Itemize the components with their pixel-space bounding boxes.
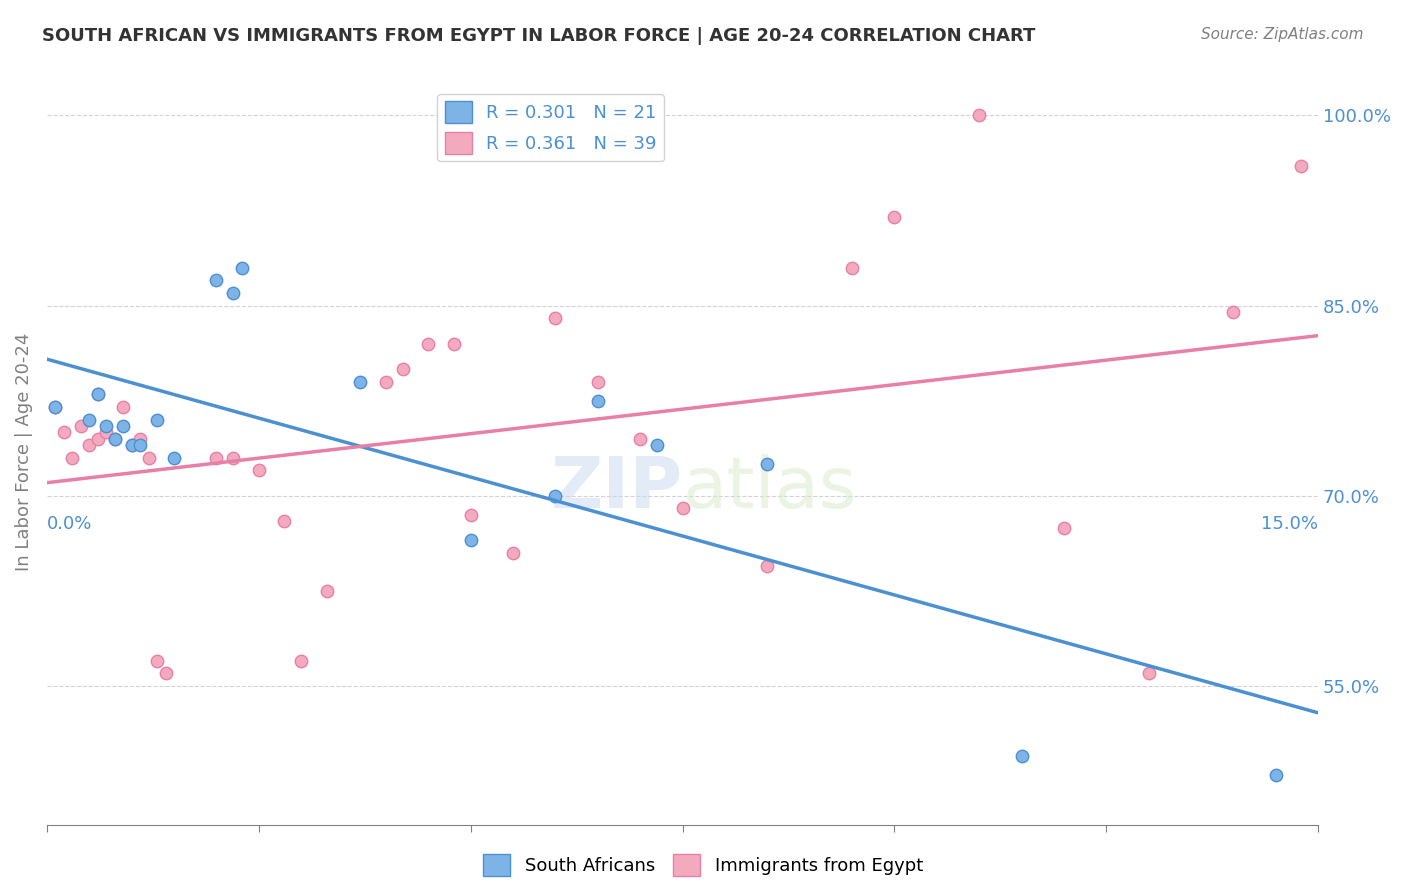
Point <box>460 533 482 548</box>
Point <box>44 400 66 414</box>
Point <box>645 438 668 452</box>
Point <box>77 438 100 452</box>
Point <box>205 450 228 465</box>
Point <box>883 210 905 224</box>
Point <box>418 336 440 351</box>
Point <box>129 432 152 446</box>
Point <box>544 311 567 326</box>
Point <box>69 419 91 434</box>
Point <box>146 654 169 668</box>
Point <box>96 419 118 434</box>
Point <box>1289 159 1312 173</box>
Point <box>374 375 396 389</box>
Point <box>87 387 110 401</box>
Legend: South Africans, Immigrants from Egypt: South Africans, Immigrants from Egypt <box>477 847 929 883</box>
Point <box>460 508 482 522</box>
Point <box>222 285 245 300</box>
Point <box>129 438 152 452</box>
Point <box>967 108 990 122</box>
Point <box>146 413 169 427</box>
Point <box>52 425 75 440</box>
Legend: R = 0.301   N = 21, R = 0.361   N = 39: R = 0.301 N = 21, R = 0.361 N = 39 <box>437 94 664 161</box>
Point <box>290 654 312 668</box>
Point <box>1222 305 1244 319</box>
Point <box>138 450 160 465</box>
Text: atlas: atlas <box>682 454 856 524</box>
Point <box>121 438 143 452</box>
Point <box>756 558 779 573</box>
Text: 15.0%: 15.0% <box>1261 515 1319 533</box>
Point <box>502 546 524 560</box>
Point <box>671 501 693 516</box>
Point <box>1137 666 1160 681</box>
Point <box>163 450 186 465</box>
Point <box>77 413 100 427</box>
Text: SOUTH AFRICAN VS IMMIGRANTS FROM EGYPT IN LABOR FORCE | AGE 20-24 CORRELATION CH: SOUTH AFRICAN VS IMMIGRANTS FROM EGYPT I… <box>42 27 1036 45</box>
Point <box>841 260 863 275</box>
Point <box>87 432 110 446</box>
Point <box>628 432 651 446</box>
Point <box>1053 520 1076 534</box>
Text: ZIP: ZIP <box>550 454 682 524</box>
Point <box>96 425 118 440</box>
Point <box>544 489 567 503</box>
Point <box>273 514 295 528</box>
Point <box>586 393 609 408</box>
Point <box>1011 748 1033 763</box>
Point <box>231 260 253 275</box>
Point <box>104 432 127 446</box>
Point <box>87 387 110 401</box>
Point <box>205 273 228 287</box>
Point <box>247 463 270 477</box>
Point <box>756 457 779 471</box>
Point <box>121 438 143 452</box>
Point <box>443 336 465 351</box>
Point <box>1264 768 1286 782</box>
Text: 0.0%: 0.0% <box>46 515 93 533</box>
Point <box>112 400 135 414</box>
Point <box>222 450 245 465</box>
Point <box>112 419 135 434</box>
Point <box>155 666 177 681</box>
Point <box>349 375 371 389</box>
Y-axis label: In Labor Force | Age 20-24: In Labor Force | Age 20-24 <box>15 332 32 571</box>
Text: Source: ZipAtlas.com: Source: ZipAtlas.com <box>1201 27 1364 42</box>
Point <box>315 583 337 598</box>
Point <box>104 432 127 446</box>
Point <box>44 400 66 414</box>
Point <box>392 362 415 376</box>
Point <box>586 375 609 389</box>
Point <box>60 450 83 465</box>
